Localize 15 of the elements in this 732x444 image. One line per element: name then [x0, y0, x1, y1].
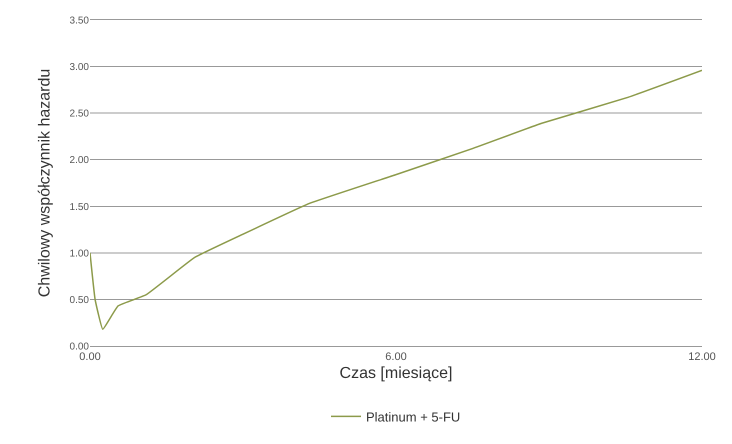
y-tick-label: 2.00: [70, 155, 90, 166]
y-axis-title: Chwilowy współczynnik hazardu: [36, 68, 54, 298]
legend-label: Platinum + 5-FU: [366, 409, 460, 424]
x-tick-label: 6.00: [385, 351, 407, 364]
y-tick-label: 0.50: [70, 294, 90, 306]
y-tick-label: 2.50: [70, 108, 90, 120]
y-tick-label: 1.00: [70, 248, 90, 260]
x-axis-title: Czas [miesiące]: [340, 364, 452, 382]
y-tick-label: 1.50: [70, 202, 90, 213]
x-tick-label: 12.00: [688, 351, 716, 364]
y-tick-label: 3.50: [70, 16, 90, 26]
y-tick-label: 3.00: [70, 62, 90, 74]
y-tick-label: 0.00: [70, 342, 90, 352]
x-tick-label: 0.00: [79, 351, 101, 364]
line-series: [90, 70, 702, 330]
